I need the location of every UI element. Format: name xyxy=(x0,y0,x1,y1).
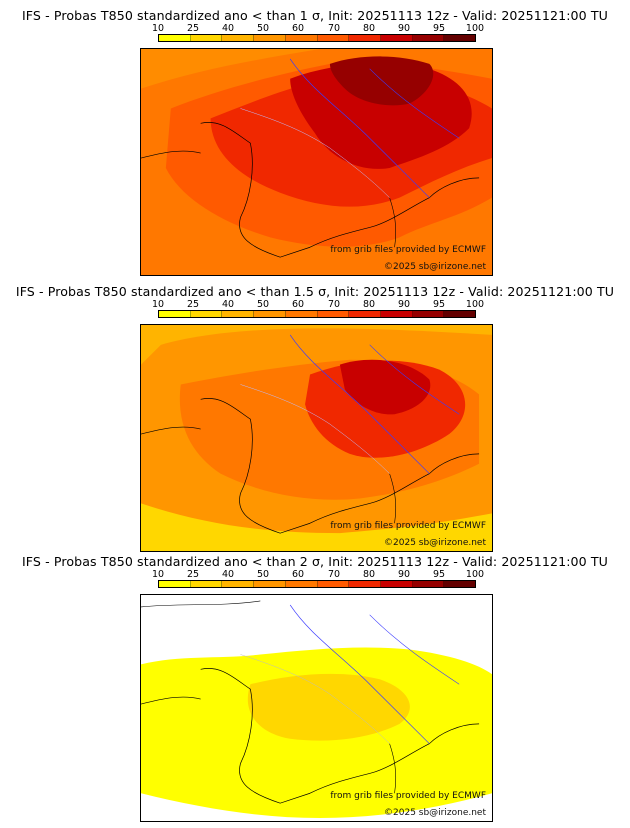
scale-swatch xyxy=(317,311,350,317)
probability-map: from grib files provided by ECMWF ©2025 … xyxy=(140,594,493,822)
scale-swatch xyxy=(285,581,318,587)
scale-tick: 100 xyxy=(465,299,485,310)
scale-tick: 80 xyxy=(362,569,376,580)
scale-tick: 50 xyxy=(256,299,270,310)
credit-source: from grib files provided by ECMWF xyxy=(330,521,486,531)
scale-swatch xyxy=(412,35,445,41)
color-scale-labels: 10 25 40 50 60 70 80 90 95 100 xyxy=(148,299,488,310)
scale-swatch xyxy=(254,581,286,587)
scale-swatch xyxy=(380,581,413,587)
scale-swatch xyxy=(159,35,191,41)
color-scale-labels: 10 25 40 50 60 70 80 90 95 100 xyxy=(148,23,488,34)
scale-swatch xyxy=(317,35,350,41)
scale-swatch xyxy=(222,35,255,41)
color-scale-labels: 10 25 40 50 60 70 80 90 95 100 xyxy=(148,569,488,580)
panel-sigma-1-5: IFS - Probas T850 standardized ano < tha… xyxy=(0,276,630,552)
scale-swatch xyxy=(444,311,476,317)
scale-tick: 50 xyxy=(256,569,270,580)
scale-swatch xyxy=(190,311,223,317)
scale-swatch xyxy=(412,311,445,317)
color-scale-bar xyxy=(158,580,476,588)
map-graphic xyxy=(141,595,492,821)
scale-tick: 25 xyxy=(186,23,200,34)
scale-tick: 60 xyxy=(291,299,305,310)
color-scale-bar xyxy=(158,310,476,318)
scale-swatch xyxy=(317,581,350,587)
probability-map: from grib files provided by ECMWF ©2025 … xyxy=(140,48,493,276)
scale-swatch xyxy=(380,311,413,317)
scale-tick: 10 xyxy=(151,299,165,310)
credit-copyright: ©2025 sb@irizone.net xyxy=(384,808,486,818)
color-scale-bar xyxy=(158,34,476,42)
scale-tick: 25 xyxy=(186,569,200,580)
scale-swatch xyxy=(412,581,445,587)
scale-tick: 95 xyxy=(432,569,446,580)
scale-swatch xyxy=(285,311,318,317)
map-graphic xyxy=(141,49,492,275)
scale-tick: 100 xyxy=(465,23,485,34)
credit-copyright: ©2025 sb@irizone.net xyxy=(384,262,486,272)
scale-tick: 95 xyxy=(432,299,446,310)
panel-sigma-1: IFS - Probas T850 standardized ano < tha… xyxy=(0,0,630,276)
scale-tick: 60 xyxy=(291,23,305,34)
credit-copyright: ©2025 sb@irizone.net xyxy=(384,538,486,548)
scale-tick: 90 xyxy=(397,23,411,34)
map-title: IFS - Probas T850 standardized ano < tha… xyxy=(15,284,615,299)
scale-tick: 40 xyxy=(221,299,235,310)
scale-tick: 10 xyxy=(151,23,165,34)
scale-swatch xyxy=(159,311,191,317)
scale-tick: 60 xyxy=(291,569,305,580)
scale-swatch xyxy=(254,311,286,317)
scale-tick: 50 xyxy=(256,23,270,34)
scale-swatch xyxy=(349,35,381,41)
map-title: IFS - Probas T850 standardized ano < tha… xyxy=(21,554,608,569)
scale-tick: 90 xyxy=(397,569,411,580)
scale-swatch xyxy=(254,35,286,41)
scale-tick: 95 xyxy=(432,23,446,34)
scale-tick: 80 xyxy=(362,299,376,310)
scale-tick: 100 xyxy=(465,569,485,580)
scale-swatch xyxy=(190,581,223,587)
scale-tick: 40 xyxy=(221,569,235,580)
scale-tick: 25 xyxy=(186,299,200,310)
scale-swatch xyxy=(190,35,223,41)
scale-tick: 80 xyxy=(362,23,376,34)
credit-source: from grib files provided by ECMWF xyxy=(330,245,486,255)
probability-map: from grib files provided by ECMWF ©2025 … xyxy=(140,324,493,552)
scale-swatch xyxy=(380,35,413,41)
scale-tick: 10 xyxy=(151,569,165,580)
scale-swatch xyxy=(444,581,476,587)
scale-swatch xyxy=(349,581,381,587)
scale-swatch xyxy=(222,311,255,317)
scale-tick: 90 xyxy=(397,299,411,310)
scale-swatch xyxy=(349,311,381,317)
scale-swatch xyxy=(285,35,318,41)
credit-source: from grib files provided by ECMWF xyxy=(330,791,486,801)
scale-swatch xyxy=(159,581,191,587)
map-graphic xyxy=(141,325,492,551)
scale-tick: 70 xyxy=(327,569,341,580)
scale-tick: 70 xyxy=(327,23,341,34)
scale-swatch xyxy=(222,581,255,587)
panel-sigma-2: IFS - Probas T850 standardized ano < tha… xyxy=(0,546,630,822)
scale-tick: 40 xyxy=(221,23,235,34)
scale-tick: 70 xyxy=(327,299,341,310)
scale-swatch xyxy=(444,35,476,41)
map-title: IFS - Probas T850 standardized ano < tha… xyxy=(21,8,608,23)
